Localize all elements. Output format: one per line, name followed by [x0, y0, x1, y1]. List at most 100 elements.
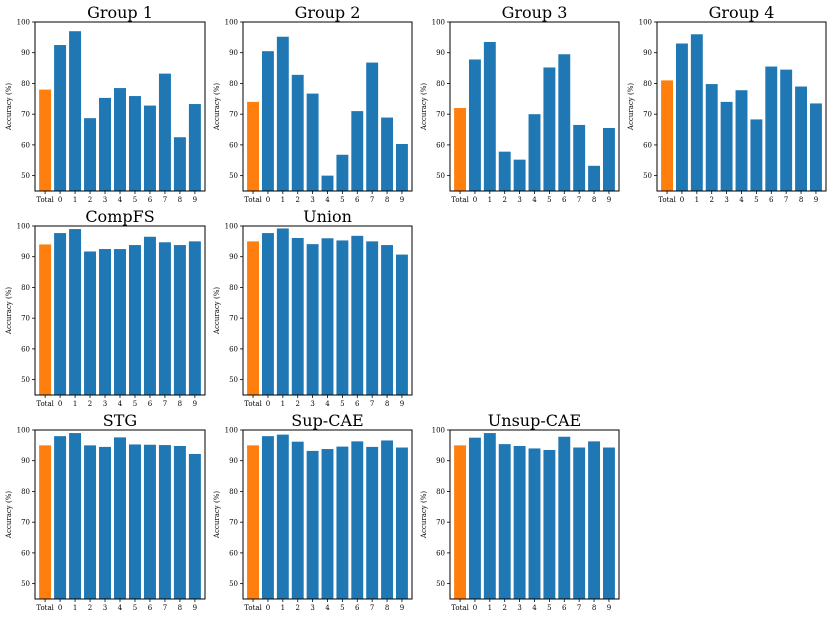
y-tick-label: 80 [21, 488, 30, 496]
x-tick-label: 0 [473, 604, 477, 612]
x-tick-label: 8 [592, 196, 596, 204]
x-tick-label: 2 [295, 196, 299, 204]
bar-class-5 [336, 240, 349, 395]
x-tick-label: 3 [103, 604, 107, 612]
x-tick-label: 3 [310, 400, 314, 408]
plot-frame [242, 225, 413, 396]
x-tick-label: 5 [133, 400, 137, 408]
x-tick-label: 4 [325, 604, 330, 612]
bar-class-6 [558, 54, 571, 191]
y-tick-label: 90 [21, 49, 30, 57]
y-tick-label: 90 [643, 49, 652, 57]
chart-title: CompFS [85, 207, 154, 226]
plot-frame [34, 225, 206, 396]
x-tick-label: 4 [325, 196, 330, 204]
bar-class-8 [173, 137, 186, 191]
x-tick-label: 9 [400, 196, 404, 204]
chart-panel-group-1: Group 1 Accuracy (%) Total 0 1 2 3 4 5 6 7 8 9 50 60 70… [5, 3, 206, 204]
y-tick-label: 100 [17, 427, 30, 435]
bar-total [454, 108, 467, 191]
x-tick-label: 9 [193, 604, 197, 612]
x-tick-label: 1 [73, 196, 77, 204]
y-tick-label: 90 [229, 457, 238, 465]
y-tick-label: 70 [21, 111, 30, 119]
bar-total [39, 445, 52, 599]
x-tick-label: 5 [547, 604, 551, 612]
x-tick-label: 5 [754, 196, 758, 204]
x-tick-label: 2 [502, 604, 506, 612]
bar-class-4 [114, 437, 126, 599]
y-tick-label: 50 [229, 376, 238, 384]
bar-class-7 [158, 242, 171, 395]
y-tick-label: 70 [643, 111, 652, 119]
y-tick-label: 70 [436, 519, 445, 527]
x-tick-label: Total [451, 604, 469, 612]
y-axis-label: Accuracy (%) [420, 491, 428, 539]
bar-class-6 [351, 111, 364, 191]
bar-class-3 [306, 244, 319, 395]
bar-class-6 [143, 444, 156, 599]
bar-total [39, 244, 52, 395]
x-tick-label: 7 [370, 400, 374, 408]
y-tick-label: 80 [229, 80, 238, 88]
y-tick-label: 50 [229, 172, 238, 180]
bar-class-3 [306, 450, 319, 599]
y-tick-label: 80 [436, 80, 445, 88]
y-axis-label: Accuracy (%) [627, 83, 635, 131]
x-tick-label: 0 [58, 196, 62, 204]
bar-class-5 [128, 245, 141, 395]
bar-class-4 [114, 88, 126, 191]
y-tick-label: 80 [21, 80, 30, 88]
y-axis-label: Accuracy (%) [5, 83, 13, 131]
bar-total [247, 101, 260, 191]
bar-class-2 [291, 237, 304, 395]
x-tick-label: 2 [295, 604, 299, 612]
bar-class-4 [528, 448, 541, 599]
x-tick-label: Total [451, 196, 469, 204]
bar-class-7 [780, 69, 793, 191]
x-tick-label: 5 [133, 604, 137, 612]
x-tick-label: Total [36, 400, 54, 408]
x-tick-label: 3 [517, 604, 521, 612]
y-axis-label: Accuracy (%) [213, 83, 221, 131]
bar-class-5 [543, 67, 556, 191]
y-tick-label: 60 [643, 141, 652, 149]
bar-class-9 [395, 447, 408, 599]
x-tick-label: 5 [547, 196, 551, 204]
bar-class-2 [84, 251, 97, 395]
y-tick-label: 100 [17, 223, 30, 231]
x-tick-label: 8 [385, 604, 389, 612]
bar-class-4 [114, 249, 126, 395]
bar-class-8 [381, 117, 394, 191]
x-tick-label: 6 [148, 196, 153, 204]
bar-class-1 [69, 433, 82, 599]
bar-class-5 [336, 154, 349, 191]
chart-title: Group 3 [502, 3, 568, 22]
x-tick-label: 6 [769, 196, 774, 204]
x-tick-label: Total [244, 196, 262, 204]
x-tick-label: 6 [355, 400, 360, 408]
bar-class-3 [720, 101, 733, 191]
x-tick-label: 9 [814, 196, 818, 204]
x-tick-label: Total [244, 604, 262, 612]
x-tick-label: 5 [133, 196, 137, 204]
y-tick-label: 60 [229, 141, 238, 149]
bar-class-3 [99, 249, 112, 395]
x-tick-label: 6 [355, 604, 360, 612]
plot-frame [34, 429, 206, 600]
chart-title: Group 4 [709, 3, 775, 22]
x-tick-label: 4 [325, 400, 330, 408]
bar-class-9 [602, 447, 615, 599]
x-tick-label: 8 [799, 196, 803, 204]
chart-title: STG [103, 411, 137, 430]
x-tick-label: Total [36, 196, 54, 204]
x-tick-label: 9 [400, 400, 404, 408]
bar-class-9 [188, 104, 201, 191]
x-tick-label: 7 [577, 604, 581, 612]
bar-class-9 [809, 103, 822, 191]
bar-class-0 [261, 436, 274, 599]
x-tick-label: 7 [370, 604, 374, 612]
y-tick-label: 50 [643, 172, 652, 180]
bar-total [247, 241, 260, 395]
plot-frame [656, 21, 827, 192]
